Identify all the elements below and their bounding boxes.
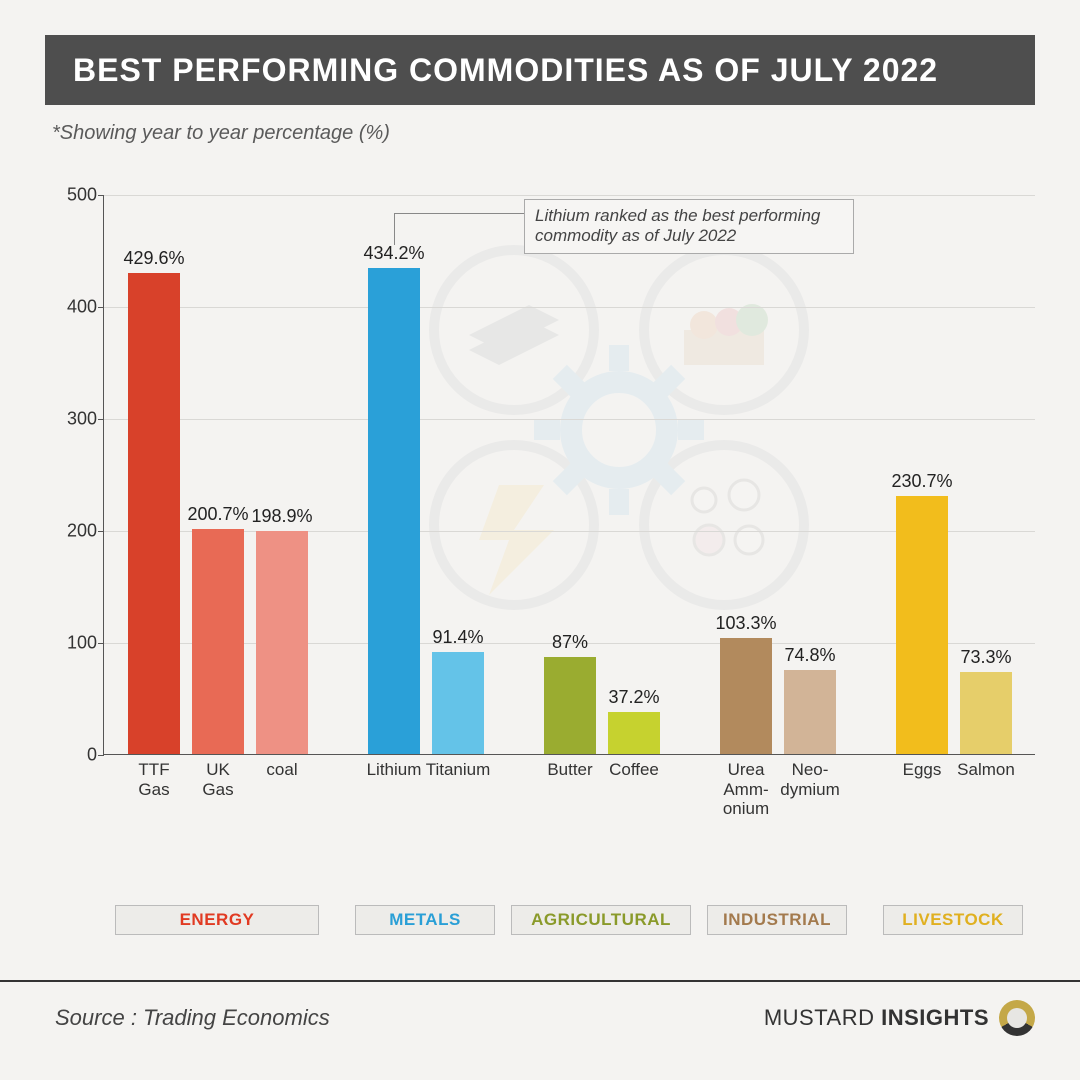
footer-divider [0, 980, 1080, 982]
x-label: Salmon [948, 754, 1024, 780]
y-tick-label: 100 [52, 633, 97, 654]
bar-value-label: 103.3% [710, 613, 783, 634]
x-label: Coffee [596, 754, 672, 780]
legend-energy: ENERGY [115, 905, 319, 935]
y-tick-label: 0 [52, 745, 97, 766]
bar-urea-amm-onium: 103.3% [720, 638, 772, 754]
bar-uk-gas: 200.7% [192, 529, 244, 754]
legend-industrial: INDUSTRIAL [707, 905, 847, 935]
brand-logo-icon [999, 1000, 1035, 1036]
callout-connector [394, 213, 395, 245]
brand-text: MUSTARD INSIGHTS [764, 1005, 989, 1031]
bar-value-label: 87% [534, 632, 607, 653]
callout-text: Lithium ranked as the best performing co… [535, 206, 820, 245]
y-tick-label: 300 [52, 409, 97, 430]
bar-coal: 198.9% [256, 531, 308, 754]
bar-ttf-gas: 429.6% [128, 273, 180, 754]
y-tick-label: 200 [52, 521, 97, 542]
bar-value-label: 200.7% [182, 504, 255, 525]
legend-livestock: LIVESTOCK [883, 905, 1023, 935]
bg-infographic-icons [404, 235, 834, 615]
bar-lithium: 434.2% [368, 268, 420, 754]
legend-agri: AGRICULTURAL [511, 905, 691, 935]
bar-value-label: 91.4% [422, 627, 495, 648]
bar-neo-dymium: 74.8% [784, 670, 836, 754]
x-label: Titanium [420, 754, 496, 780]
page-title: BEST PERFORMING COMMODITIES AS OF JULY 2… [73, 52, 938, 89]
bar-titanium: 91.4% [432, 652, 484, 754]
bar-value-label: 429.6% [118, 248, 191, 269]
commodities-bar-chart: Lithium ranked as the best performing co… [45, 195, 1035, 800]
brand: MUSTARD INSIGHTS [764, 1000, 1035, 1036]
bar-value-label: 74.8% [774, 645, 847, 666]
legend-metals: METALS [355, 905, 495, 935]
bar-value-label: 230.7% [886, 471, 959, 492]
bar-eggs: 230.7% [896, 496, 948, 754]
callout-connector [394, 213, 524, 214]
bar-value-label: 73.3% [950, 647, 1023, 668]
x-label: coal [244, 754, 320, 780]
bar-value-label: 198.9% [246, 506, 319, 527]
y-tick-label: 400 [52, 297, 97, 318]
bar-value-label: 37.2% [598, 687, 671, 708]
title-bar: BEST PERFORMING COMMODITIES AS OF JULY 2… [45, 35, 1035, 105]
callout-box: Lithium ranked as the best performing co… [524, 199, 854, 254]
source-text: Source : Trading Economics [55, 1005, 330, 1031]
bar-coffee: 37.2% [608, 712, 660, 754]
bar-butter: 87% [544, 657, 596, 754]
y-tick-label: 500 [52, 185, 97, 206]
category-legend-row: ENERGY METALS AGRICULTURAL INDUSTRIAL LIVEST… [45, 905, 1035, 940]
chart-plot-area: Lithium ranked as the best performing co… [103, 195, 1035, 755]
subtitle: *Showing year to year percentage (%) [52, 122, 390, 145]
bar-salmon: 73.3% [960, 672, 1012, 754]
x-label: Neo-dymium [772, 754, 848, 799]
bar-value-label: 434.2% [358, 243, 431, 264]
